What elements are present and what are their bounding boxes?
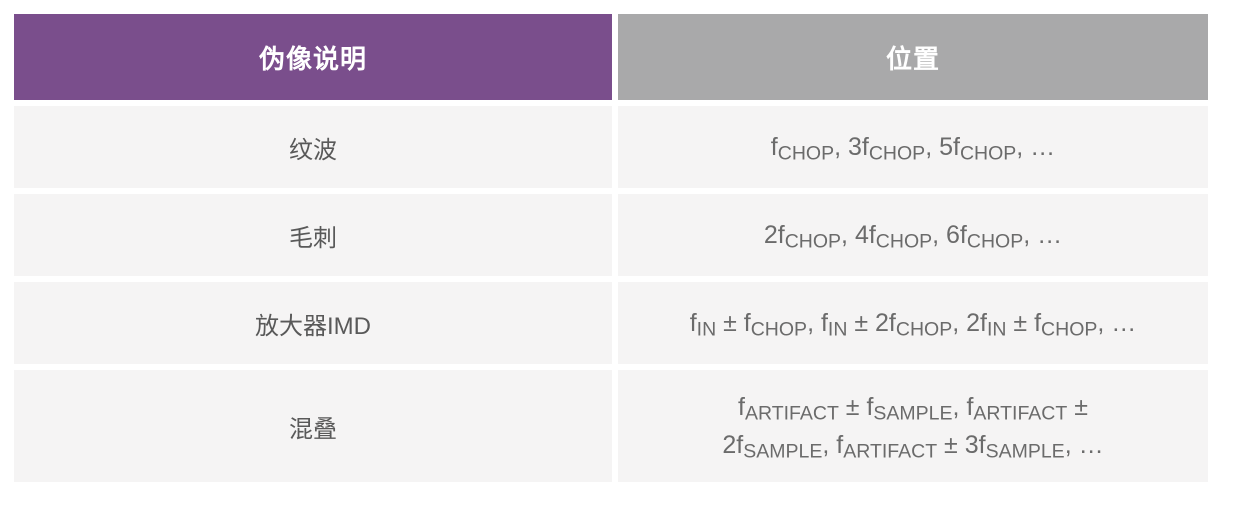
description-cell-aliasing: 混叠 [14, 370, 612, 482]
location-cell-glitch: 2fCHOP, 4fCHOP, 6fCHOP, … [618, 194, 1208, 276]
header-description-label: 伪像说明 [258, 43, 367, 74]
header-location-label: 位置 [885, 43, 940, 74]
description-cell-ripple: 纹波 [14, 106, 612, 188]
location-formula: fARTIFACT ± fSAMPLE, fARTIFACT ±2fSAMPLE… [722, 393, 1104, 463]
location-cell-aliasing: fARTIFACT ± fSAMPLE, fARTIFACT ±2fSAMPLE… [618, 370, 1208, 482]
description-label: 混叠 [289, 415, 337, 443]
location-formula: fIN ± fCHOP, fIN ± 2fCHOP, 2fIN ± fCHOP,… [689, 309, 1137, 341]
artifact-location-table: 伪像说明 位置 纹波 fCHOP, 3fCHOP, 5fCHOP, … 毛刺 2… [14, 14, 1208, 482]
description-cell-amplifier-imd: 放大器IMD [14, 282, 612, 364]
description-cell-glitch: 毛刺 [14, 194, 612, 276]
description-label: 放大器IMD [255, 312, 371, 340]
description-label: 毛刺 [289, 224, 337, 252]
location-cell-ripple: fCHOP, 3fCHOP, 5fCHOP, … [618, 106, 1208, 188]
location-cell-amplifier-imd: fIN ± fCHOP, fIN ± 2fCHOP, 2fIN ± fCHOP,… [618, 282, 1208, 364]
header-cell-location: 位置 [618, 14, 1208, 100]
description-label: 纹波 [289, 136, 337, 164]
location-formula: 2fCHOP, 4fCHOP, 6fCHOP, … [763, 221, 1063, 253]
location-formula: fCHOP, 3fCHOP, 5fCHOP, … [770, 133, 1056, 165]
header-cell-description: 伪像说明 [14, 14, 612, 100]
